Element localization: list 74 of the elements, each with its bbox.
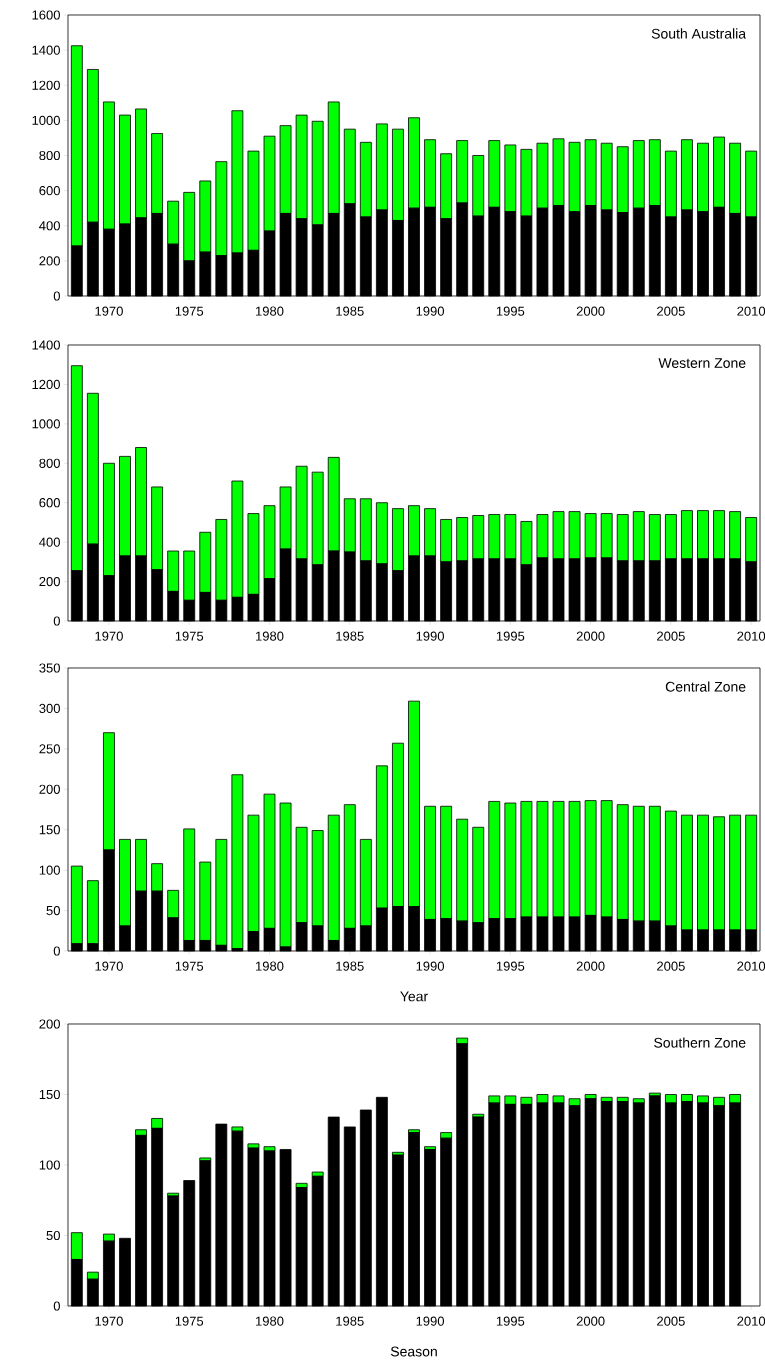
x-axis-title: Year (400, 991, 428, 1002)
y-tick-label: 0 (53, 946, 60, 956)
y-tick-label: 200 (39, 784, 60, 794)
x-tick-label: 1970 (95, 961, 123, 971)
y-tick-label: 150 (39, 1089, 60, 1100)
y-tick-label: 1000 (32, 419, 60, 429)
y-tick-label: 200 (39, 576, 60, 587)
y-tick-label: 150 (39, 825, 60, 835)
x-tick-label: 2010 (737, 631, 765, 641)
y-tick-label: 1000 (32, 115, 60, 125)
x-tick-label: 1975 (175, 631, 204, 641)
x-tick-label: 2000 (576, 631, 605, 641)
x-tick-label: 1995 (496, 631, 525, 641)
x-tick-label: 2010 (737, 961, 765, 971)
x-tick-label: 1995 (496, 306, 525, 316)
x-tick-label: 2000 (576, 961, 605, 971)
x-tick-label: 2005 (657, 961, 685, 971)
x-axis-title: Season (390, 1346, 437, 1357)
y-tick-label: 800 (39, 150, 60, 161)
x-tick-label: 1995 (496, 1316, 525, 1326)
y-tick-label: 1400 (32, 45, 60, 55)
y-tick-label: 400 (39, 221, 60, 231)
y-tick-label: 350 (39, 663, 60, 673)
x-tick-label: 1970 (95, 1316, 123, 1326)
y-tick-label: 800 (39, 458, 60, 468)
y-tick-label: 0 (53, 1301, 60, 1311)
x-tick-label: 2005 (657, 306, 685, 316)
x-tick-label: 1975 (175, 1316, 204, 1326)
y-tick-label: 400 (39, 537, 60, 547)
y-tick-label: 0 (53, 616, 60, 626)
y-tick-label: 50 (46, 905, 60, 916)
x-tick-label: 1990 (416, 631, 445, 641)
x-tick-label: 2005 (657, 631, 685, 641)
x-tick-label: 1970 (95, 306, 123, 316)
x-tick-label: 2005 (657, 1316, 685, 1326)
x-tick-label: 1980 (256, 306, 284, 316)
x-tick-label: 1990 (416, 306, 445, 316)
text: Western Zone (658, 358, 746, 368)
x-tick-label: 1985 (336, 306, 364, 316)
y-tick-label: 0 (53, 291, 60, 301)
bar (231, 774, 244, 949)
x-tick-label: 1990 (416, 961, 445, 971)
x-tick-label: 1975 (175, 306, 204, 316)
x-tick-label: 1985 (336, 631, 364, 641)
y-tick-label: 50 (46, 1230, 60, 1241)
y-tick-label: 1600 (32, 10, 60, 20)
x-tick-label: 1995 (496, 961, 525, 971)
x-tick-label: 1980 (256, 631, 284, 641)
x-tick-label: 1985 (336, 961, 364, 971)
x-tick-label: 2010 (737, 1316, 765, 1326)
x-tick-label: 2000 (576, 306, 605, 316)
y-tick-label: 600 (39, 498, 60, 508)
y-tick-label: 200 (39, 256, 60, 266)
text: Southern Zone (654, 1037, 746, 1048)
y-tick-label: 1200 (32, 80, 60, 90)
y-tick-label: 300 (39, 703, 60, 714)
x-tick-label: 1980 (256, 1316, 284, 1326)
x-tick-label: 2010 (737, 306, 765, 316)
y-tick-label: 250 (39, 744, 60, 754)
x-tick-label: 1985 (336, 1316, 364, 1326)
text: South Australia (651, 28, 747, 39)
text: Central Zone (665, 681, 746, 692)
y-tick-label: 600 (39, 186, 60, 196)
y-tick-label: 1200 (32, 379, 60, 390)
x-tick-label: 1975 (175, 961, 204, 971)
y-tick-label: 100 (39, 1160, 60, 1170)
x-tick-label: 1980 (256, 961, 284, 971)
bar (279, 802, 292, 948)
y-tick-label: 200 (39, 1019, 60, 1029)
y-tick-label: 100 (39, 865, 60, 875)
y-tick-label: 1400 (32, 340, 60, 350)
x-tick-label: 2000 (576, 1316, 605, 1326)
x-tick-label: 1970 (95, 631, 123, 641)
x-tick-label: 1990 (416, 1316, 445, 1326)
